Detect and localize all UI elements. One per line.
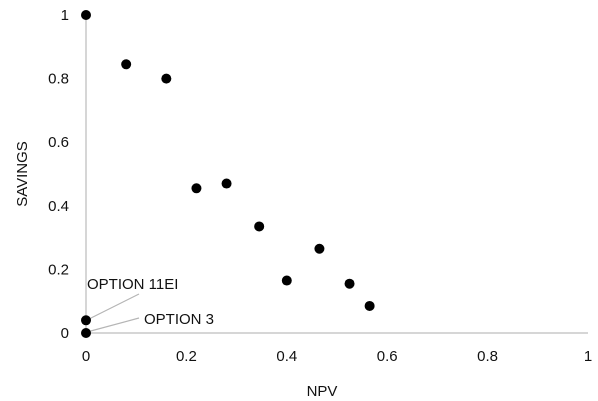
data-point <box>254 221 265 232</box>
x-tick-label: 0.4 <box>276 348 297 365</box>
data-point <box>281 275 292 286</box>
data-point <box>191 183 202 194</box>
x-tick-label: 1 <box>584 348 592 365</box>
x-tick-label: 0.8 <box>477 348 498 365</box>
data-point <box>364 300 375 311</box>
data-points <box>81 10 375 338</box>
annotation-leader-line <box>86 317 140 333</box>
data-point <box>314 243 325 254</box>
annotation-leaders <box>86 293 140 333</box>
data-point <box>344 278 355 289</box>
x-tick-label: 0 <box>82 348 90 365</box>
y-tick-label: 0.2 <box>48 261 69 278</box>
data-point <box>81 10 91 20</box>
annotation-label: OPTION 11EI <box>87 276 178 293</box>
x-axis-title: NPV <box>307 383 338 400</box>
x-tick-labels: 0 0.2 0.4 0.6 0.8 1 <box>82 348 592 365</box>
annotations: OPTION 11EI OPTION 3 <box>87 276 214 328</box>
y-tick-label: 0 <box>61 325 69 342</box>
y-axis-title: SAVINGS <box>14 141 31 207</box>
data-point <box>221 178 232 189</box>
data-point <box>81 328 91 338</box>
y-tick-label: 0.6 <box>48 134 69 151</box>
annotation-label: OPTION 3 <box>144 311 214 328</box>
x-tick-label: 0.2 <box>176 348 197 365</box>
axes <box>85 15 588 334</box>
y-tick-labels: 0 0.2 0.4 0.6 0.8 1 <box>48 7 69 342</box>
data-point <box>121 59 132 70</box>
annotation-leader-line <box>86 293 140 321</box>
data-point <box>161 73 172 84</box>
y-tick-label: 0.4 <box>48 198 69 215</box>
data-point <box>81 315 91 326</box>
y-tick-label: 1 <box>61 7 69 24</box>
x-tick-label: 0.6 <box>377 348 398 365</box>
y-tick-label: 0.8 <box>48 71 69 88</box>
